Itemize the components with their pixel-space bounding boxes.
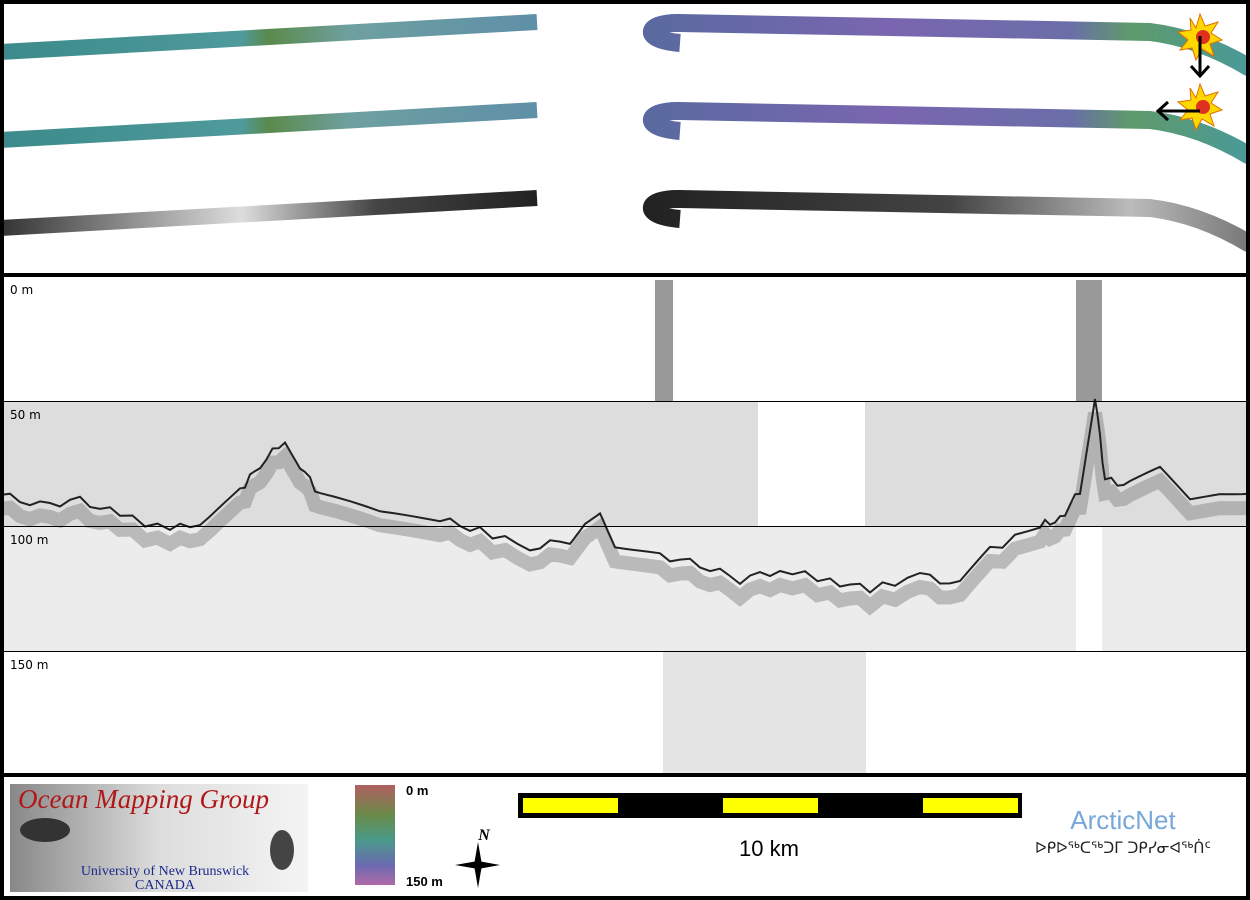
noise-block <box>1076 280 1102 401</box>
depth-label: 100 m <box>10 533 48 547</box>
scale-bar <box>518 793 1022 818</box>
depth-label: 150 m <box>10 658 48 672</box>
swaths <box>0 13 1250 252</box>
swath <box>642 13 1250 76</box>
color-scale-top: 0 m <box>406 783 428 798</box>
profile <box>0 280 1250 773</box>
noise-block <box>663 651 866 773</box>
logo-country: CANADA <box>135 878 196 893</box>
swath <box>0 102 538 148</box>
swath <box>0 14 538 60</box>
color-scale <box>355 785 395 885</box>
swath <box>642 189 1250 252</box>
seabed-shadow <box>0 411 1250 616</box>
swath <box>0 190 538 236</box>
logo-image <box>20 818 70 842</box>
compass: N <box>455 827 500 888</box>
markers <box>1155 12 1224 132</box>
depth-label: 50 m <box>10 408 41 422</box>
swath <box>642 101 1250 164</box>
depth-grid <box>0 401 1250 652</box>
noise-block <box>655 280 673 401</box>
noise-block <box>0 526 1076 651</box>
compass-label: N <box>477 827 491 844</box>
logo-university: University of New Brunswick <box>81 864 249 879</box>
logo-title: Ocean Mapping Group <box>18 784 269 814</box>
color-scale-bottom: 150 m <box>406 874 443 889</box>
seabed <box>0 398 1250 594</box>
scale-bar-label: 10 km <box>739 836 799 861</box>
partner-name: ArcticNet <box>1070 805 1176 835</box>
logo-image <box>270 830 294 870</box>
noise-block <box>0 401 758 526</box>
noise-block <box>1102 526 1250 651</box>
partner-syllabics: ᐅᑭᐅᖅᑕᖅᑐᒥ ᑐᑭᓯᓂᐊᖅᑏᑦ <box>1035 839 1211 857</box>
depth-label: 0 m <box>10 283 33 297</box>
